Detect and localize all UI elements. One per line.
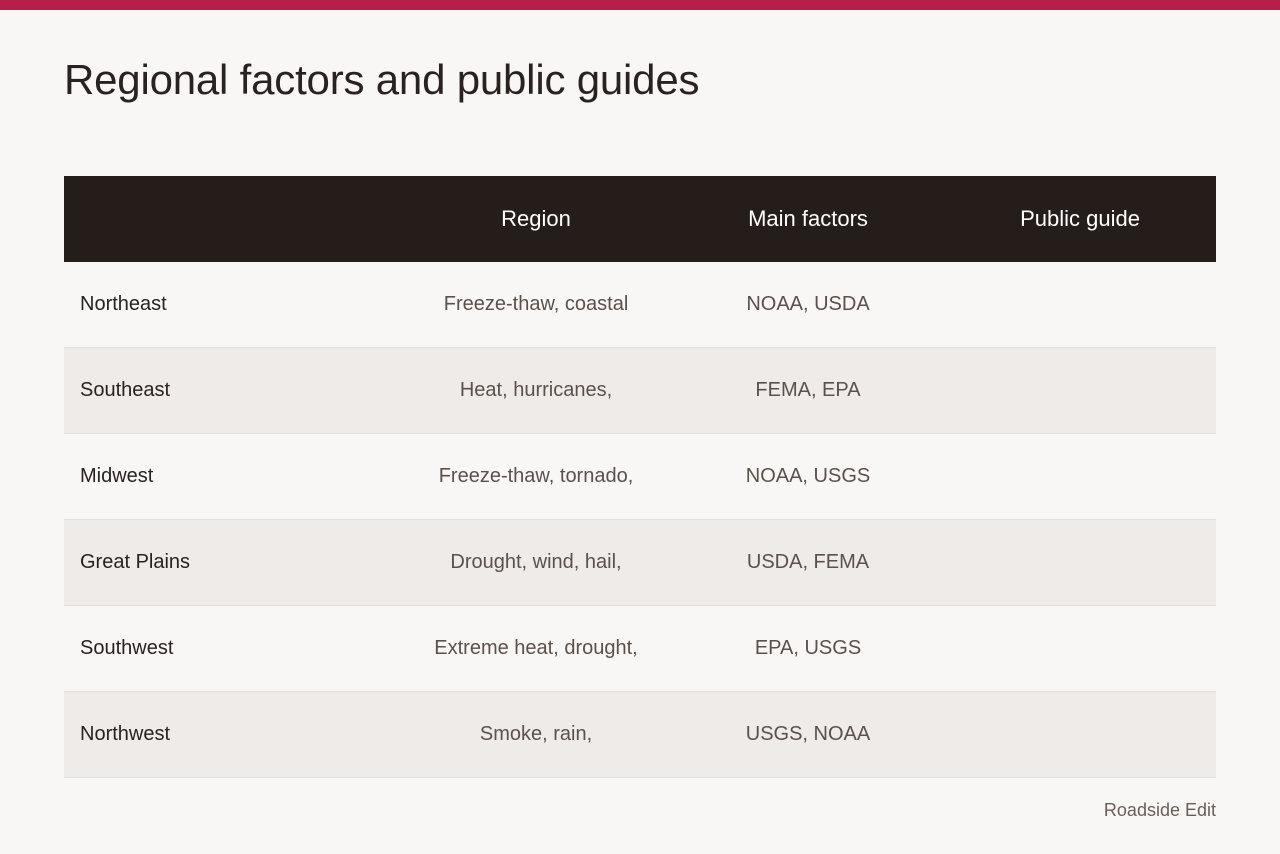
top-accent-bar	[0, 0, 1280, 10]
row-label: Southwest	[80, 637, 174, 659]
table-cell: FEMA, EPA	[755, 379, 861, 401]
table-row: Northwest Smoke, rain, USGS, NOAA	[64, 692, 1216, 778]
table-cell: USDA, FEMA	[746, 551, 870, 573]
row-label: Northwest	[80, 723, 171, 745]
table-row: Southeast Heat, hurricanes, FEMA, EPA	[64, 348, 1216, 434]
table-cell: Freeze-thaw, tornado,	[438, 465, 634, 487]
table-cell: Extreme heat, drought,	[434, 637, 638, 659]
row-label: Great Plains	[80, 551, 191, 573]
row-label: Midwest	[80, 465, 154, 487]
table-cell: NOAA, USDA	[746, 293, 870, 315]
table-cell: Drought, wind, hail,	[450, 551, 622, 573]
table-cell: NOAA, USGS	[745, 465, 871, 487]
table-header: Region Main factors Public guide	[64, 176, 1216, 262]
table-row: Great Plains Drought, wind, hail, USDA, …	[64, 520, 1216, 606]
table-cell: EPA, USGS	[754, 637, 862, 659]
page-title: Regional factors and public guides	[64, 56, 700, 103]
header-cell-main-factors: Main factors	[748, 206, 868, 231]
header-cell-public-guide: Public guide	[1020, 206, 1140, 231]
table-cell: Smoke, rain,	[479, 723, 593, 745]
table-cell: Freeze-thaw, coastal	[443, 293, 629, 315]
table-cell: Heat, hurricanes,	[459, 379, 613, 401]
table-row: Midwest Freeze-thaw, tornado, NOAA, USGS	[64, 434, 1216, 520]
header-cell-region: Region	[501, 206, 571, 231]
publisher-credit: Roadside Edit	[1103, 800, 1216, 820]
table-row: Southwest Extreme heat, drought, EPA, US…	[64, 606, 1216, 692]
row-label: Northeast	[80, 293, 167, 315]
regional-table: Region Main factors Public guide Northea…	[64, 176, 1216, 778]
row-label: Southeast	[80, 379, 171, 401]
table-cell: USGS, NOAA	[745, 723, 871, 745]
table-row: Northeast Freeze-thaw, coastal NOAA, USD…	[64, 262, 1216, 348]
